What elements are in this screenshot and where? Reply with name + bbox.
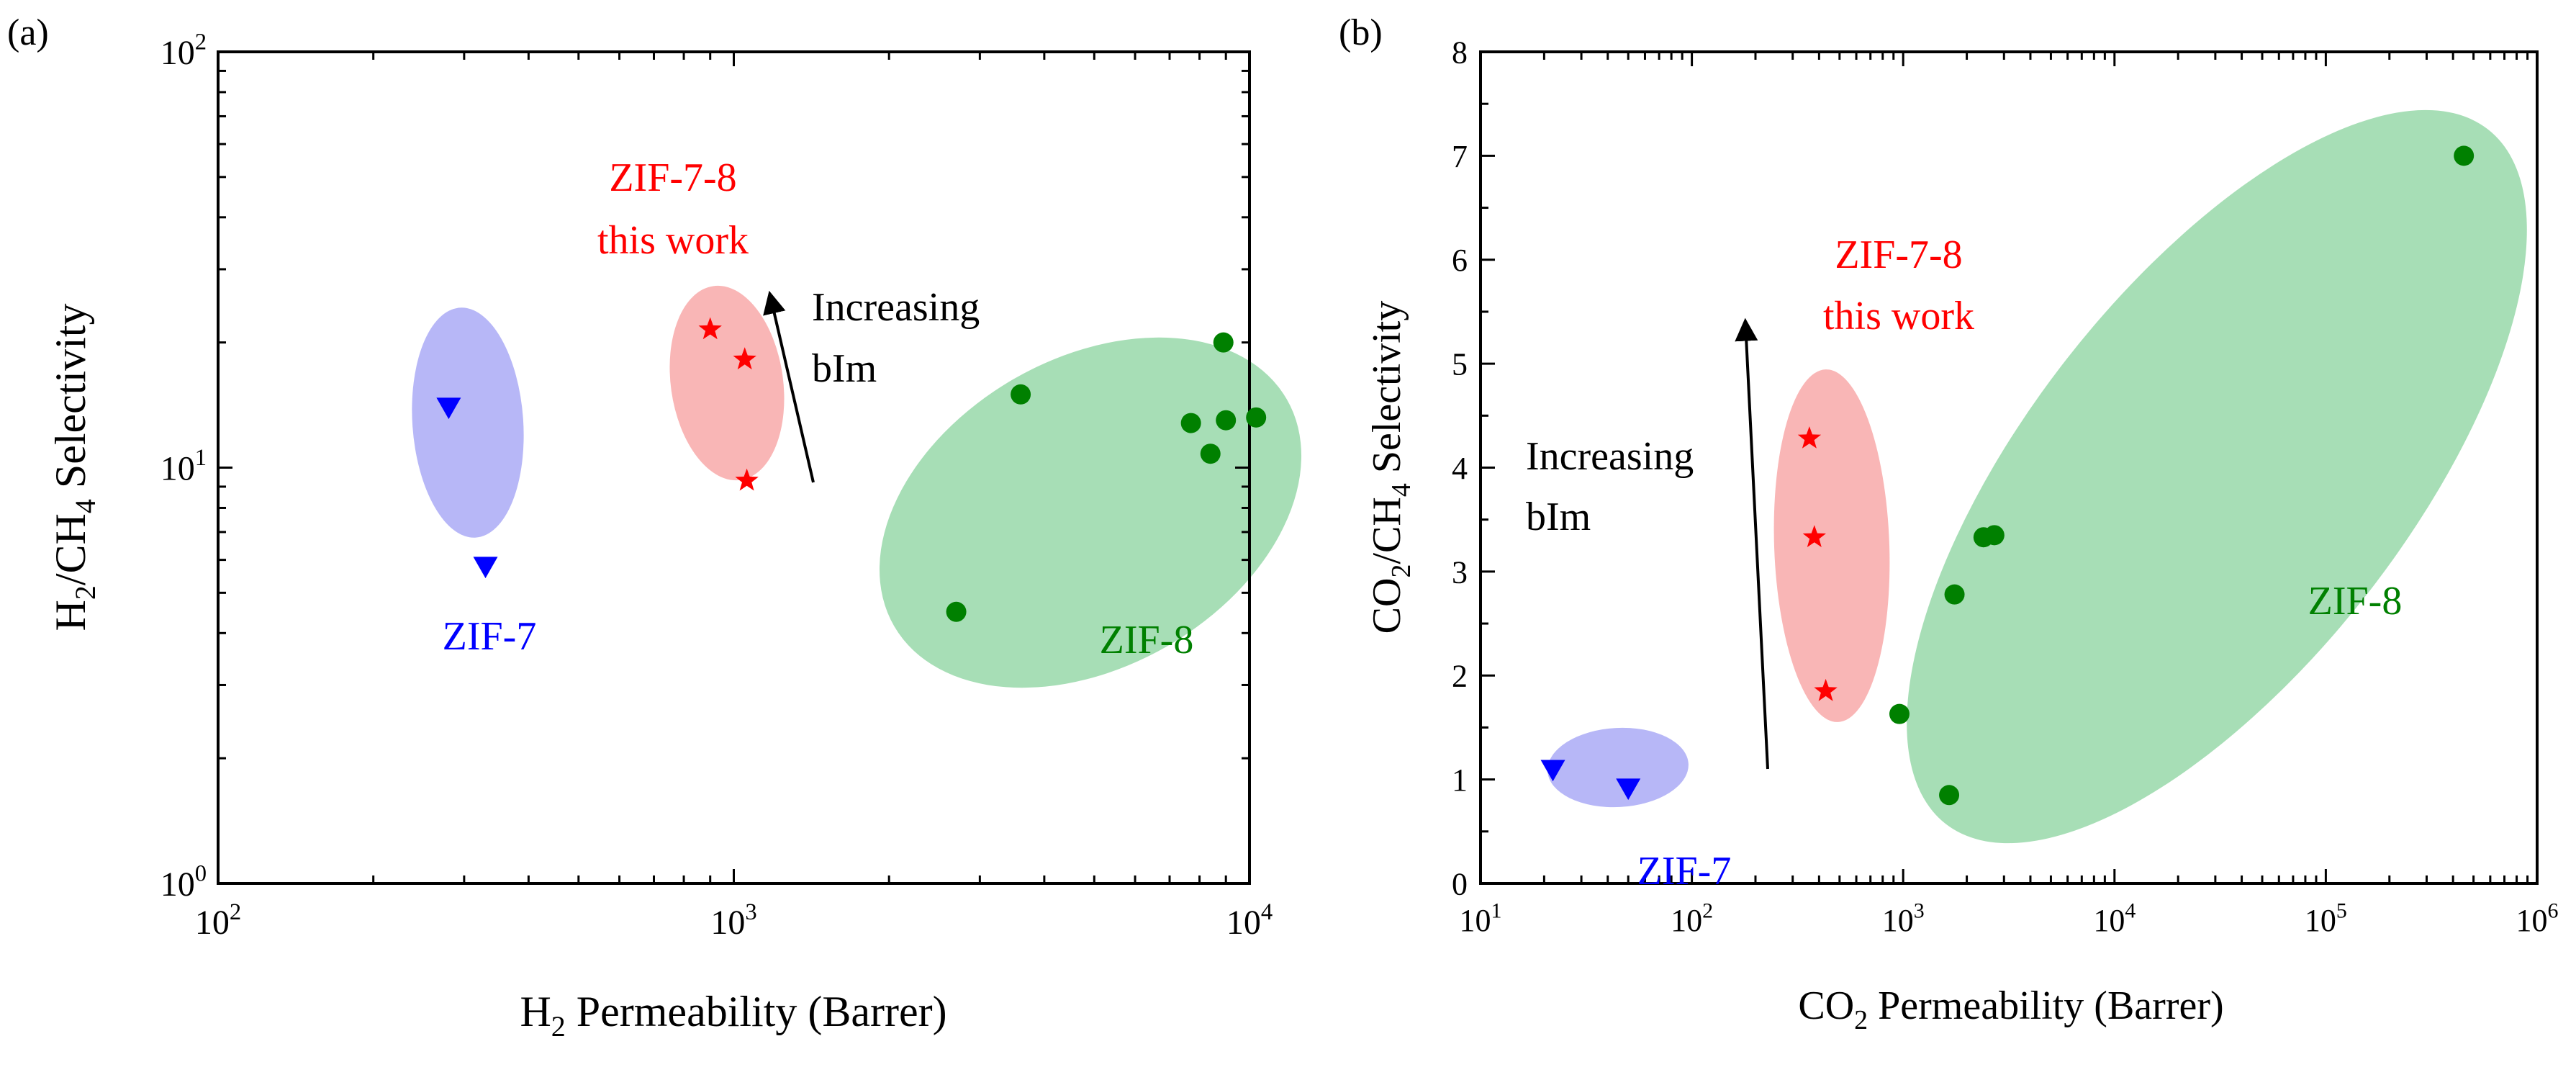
y-tick-label: 4 (1452, 451, 1468, 486)
panel-a-x-axis-label: H2 Permeability (Barrer) (520, 988, 946, 1043)
y-tick-label: 0 (1452, 866, 1468, 901)
bim-label: bIm (1526, 495, 1591, 539)
x-tick-label: 104 (2093, 899, 2136, 938)
y-tick-label: 3 (1452, 554, 1468, 590)
increasing-label: Increasing (1526, 434, 1694, 479)
zif-8-point (946, 601, 967, 622)
panel-a: (a) 102 103 104 100 101 102 H2 Permeability (… (7, 12, 1302, 1043)
zif-8-point (1200, 444, 1221, 464)
zif-7-point (436, 397, 461, 420)
zif-8-point (1246, 407, 1267, 428)
y-tick-label: 100 (161, 861, 207, 904)
zif-8-point (1216, 410, 1237, 431)
zif-7-8-label-line2: this work (1823, 294, 1974, 338)
zif-7-8-this-work-point (698, 317, 722, 340)
x-tick-label: 105 (2305, 899, 2347, 938)
zif-8-point (2454, 145, 2475, 166)
x-tick-label: 103 (1882, 899, 1925, 938)
increasing-bim-arrow (1735, 318, 1769, 770)
zif-7-8-region (1773, 369, 1890, 722)
panel-b-label: (b) (1339, 12, 1383, 53)
panel-b: (b) 101 102 103 104 105 106 0 1 2 3 4 5 6 7 8 CO2 Perm… (1339, 12, 2559, 1035)
y-tick-label: 7 (1452, 139, 1468, 174)
zif-8-point (1011, 384, 1031, 405)
y-tick-label: 2 (1452, 659, 1468, 694)
x-tick-label: 106 (2516, 899, 2559, 938)
zif-7-8-this-work-point (1797, 426, 1822, 449)
zif-7-region (1547, 727, 1689, 808)
panel-b-points (1540, 145, 2475, 806)
zif-8-point (1984, 525, 2005, 546)
panel-b-x-axis-label: CO2 Permeability (Barrer) (1798, 983, 2223, 1035)
x-tick-label: 103 (710, 899, 756, 942)
zif-7-8-this-work-point (735, 468, 759, 491)
panel-b-tick-labels: 101 102 103 104 105 106 0 1 2 3 4 5 6 7 8 (1452, 35, 2559, 938)
increasing-bim-arrow (763, 290, 815, 483)
zif-8-label: ZIF-8 (2308, 579, 2403, 623)
zif-8-point (1939, 785, 1960, 806)
y-tick-label: 101 (161, 445, 207, 487)
y-tick-label: 8 (1452, 35, 1468, 70)
bim-label: bIm (812, 346, 877, 391)
zif-7-8-region (669, 285, 785, 481)
panel-a-points (436, 317, 1267, 622)
zif-8-point (1180, 413, 1201, 433)
zif-7-label: ZIF-7 (443, 614, 537, 659)
panel-a-label: (a) (7, 12, 49, 53)
y-tick-label: 102 (161, 30, 207, 72)
zif-7-point (1540, 760, 1565, 782)
y-tick-label: 1 (1452, 762, 1468, 798)
panel-a-y-axis-label: H2/CH4 Selectivity (47, 304, 101, 631)
zif-8-point (1889, 703, 1910, 724)
y-tick-label: 5 (1452, 347, 1468, 382)
zif-7-8-this-work-point (1802, 525, 1826, 547)
zif-7-8-label-line1: ZIF-7-8 (609, 156, 736, 200)
y-tick-label: 6 (1452, 243, 1468, 278)
increasing-label: Increasing (812, 285, 980, 330)
x-tick-label: 101 (1460, 899, 1502, 938)
zif-7-8-this-work-point (733, 347, 756, 370)
panel-a-tick-labels: 102 103 104 100 101 102 (161, 30, 1273, 942)
zif-8-label: ZIF-8 (1100, 618, 1194, 662)
zif-8-region (1907, 109, 2527, 844)
panel-a-ticks (217, 50, 1251, 885)
zif-7-8-this-work-point (1814, 678, 1838, 701)
zif-7-8-label-line1: ZIF-7-8 (1835, 233, 1962, 277)
panel-b-y-axis-label: CO2/CH4 Selectivity (1365, 301, 1416, 634)
x-tick-label: 104 (1226, 899, 1273, 942)
zif-7-point (473, 557, 498, 579)
panel-b-ticks (1479, 50, 2539, 885)
x-tick-label: 102 (1671, 899, 1713, 938)
zif-8-point (1213, 332, 1234, 353)
zif-7-label: ZIF-7 (1637, 849, 1732, 893)
x-tick-label: 102 (195, 899, 241, 942)
zif-7-8-label-line2: this work (597, 218, 749, 263)
zif-8-point (1944, 584, 1965, 605)
zif-7-point (1616, 778, 1641, 801)
zif-7-region (412, 307, 524, 538)
panel-b-regions (1547, 109, 2527, 844)
zif-8-region (879, 337, 1302, 688)
